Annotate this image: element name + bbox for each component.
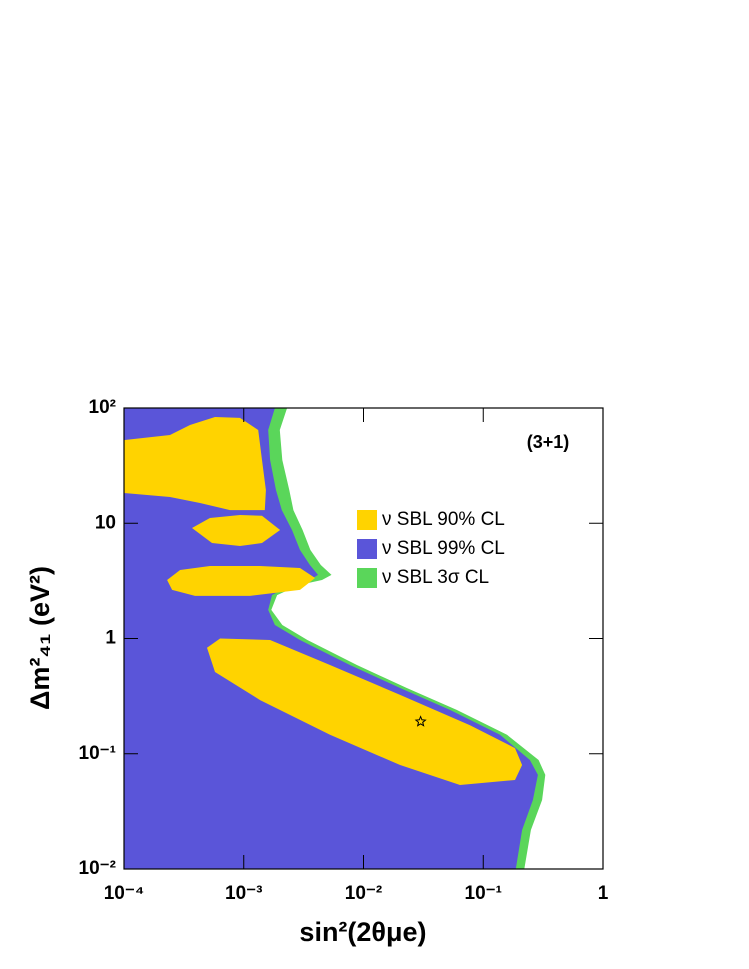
x-tick-label: 10⁻²	[345, 883, 383, 904]
legend-label: ν SBL 99% CL	[382, 538, 505, 559]
y-tick-label: 10⁻²	[79, 858, 117, 879]
x-tick-label: 10⁻¹	[465, 883, 503, 904]
y-tick-label: 10²	[89, 397, 116, 418]
best-fit-marker	[414, 715, 427, 727]
legend-swatch	[357, 510, 377, 530]
x-tick-label: 10⁻⁴	[104, 883, 145, 904]
x-tick-label: 10⁻³	[225, 883, 263, 904]
y-tick-label: 10⁻¹	[79, 743, 117, 764]
confidence-region	[124, 417, 523, 785]
x-tick-label: 1	[598, 883, 609, 904]
plot-area	[124, 408, 546, 869]
legend-swatch	[357, 568, 377, 588]
x-axis-label: sin²(2θμe)	[299, 917, 426, 947]
y-tick-label: 1	[105, 628, 116, 649]
y-axis-label: Δm²₄₁ (eV²)	[25, 566, 55, 710]
legend-swatch	[357, 539, 377, 559]
legend-label: ν SBL 3σ CL	[382, 567, 489, 588]
annotation: (3+1)	[527, 432, 570, 452]
y-tick-label: 10	[95, 512, 116, 533]
legend-label: ν SBL 90% CL	[382, 509, 505, 530]
